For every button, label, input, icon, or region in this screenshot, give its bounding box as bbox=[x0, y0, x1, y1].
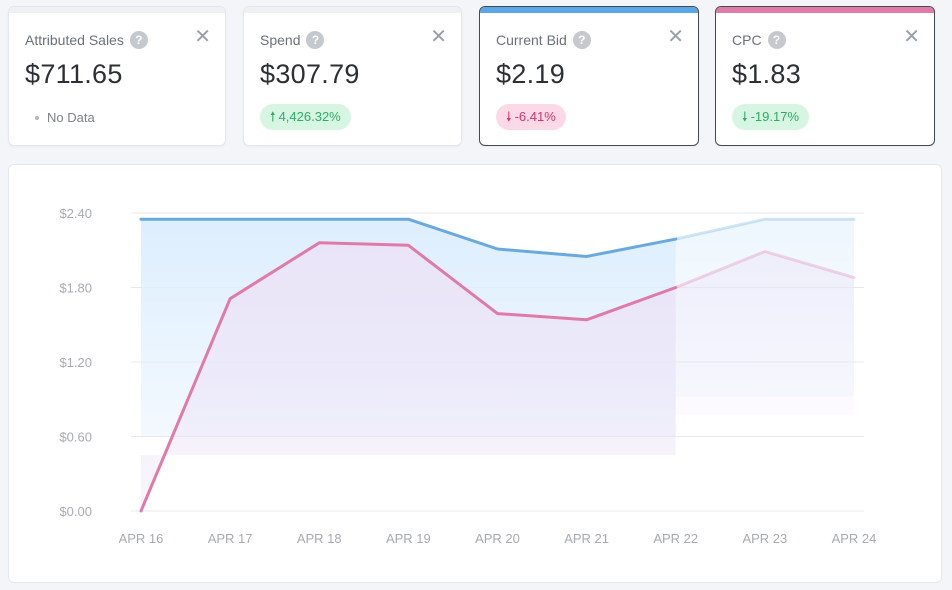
series-area bbox=[141, 242, 676, 512]
series-line[interactable] bbox=[139, 217, 678, 258]
question-circle-icon[interactable]: ? bbox=[767, 31, 786, 49]
x-tick-label: APR 24 bbox=[832, 531, 877, 546]
x-tick-label: APR 22 bbox=[653, 531, 698, 546]
kpi-label: Attributed Sales ? bbox=[25, 31, 148, 49]
question-circle-icon[interactable]: ? bbox=[129, 31, 148, 49]
change-badge: 🠕 4,426.32% bbox=[260, 104, 351, 130]
close-x-icon[interactable]: ✕ bbox=[194, 26, 211, 48]
series-line-projected bbox=[674, 217, 856, 241]
x-tick-label: APR 18 bbox=[297, 531, 342, 546]
card-accent-bar bbox=[244, 7, 461, 13]
card-accent-bar bbox=[9, 7, 225, 13]
x-tick-label: APR 23 bbox=[742, 531, 787, 546]
arrow-down-icon: 🠗 bbox=[742, 109, 748, 124]
change-badge: 🠗 -19.17% bbox=[732, 104, 809, 130]
question-circle-icon[interactable]: ? bbox=[572, 31, 591, 49]
kpi-label: Spend ? bbox=[260, 31, 325, 49]
kpi-card-cpc[interactable]: CPC ? ✕ $1.83 🠗 -19.17% bbox=[715, 6, 935, 146]
line-chart-panel: $0.00 $0.60 $1.20 $1.80 $2.40 APR 16 APR 17 APR… bbox=[8, 164, 942, 583]
close-x-icon[interactable]: ✕ bbox=[903, 26, 920, 48]
y-tick-label: $0.00 bbox=[59, 504, 92, 519]
series-area-projected bbox=[675, 251, 854, 416]
x-tick-label: APR 17 bbox=[208, 531, 253, 546]
series-line-projected bbox=[674, 249, 856, 289]
kpi-card-attributed-sales[interactable]: Attributed Sales ? ✕ $711.65 No Data bbox=[8, 6, 226, 146]
close-x-icon[interactable]: ✕ bbox=[667, 26, 684, 48]
question-circle-icon[interactable]: ? bbox=[306, 31, 325, 49]
y-tick-label: $2.40 bbox=[59, 206, 92, 221]
kpi-card-current-bid[interactable]: Current Bid ? ✕ $2.19 🠗 -6.41% bbox=[479, 6, 699, 146]
card-accent-bar bbox=[480, 7, 698, 13]
kpi-value: $307.79 bbox=[260, 59, 360, 89]
x-tick-label: APR 16 bbox=[119, 531, 164, 546]
card-accent-bar bbox=[716, 7, 934, 13]
y-tick-label: $1.80 bbox=[59, 281, 92, 296]
y-tick-label: $1.20 bbox=[59, 355, 92, 370]
arrow-up-icon: 🠕 bbox=[270, 109, 276, 124]
close-x-icon[interactable]: ✕ bbox=[430, 26, 447, 48]
kpi-card-spend[interactable]: Spend ? ✕ $307.79 🠕 4,426.32% bbox=[243, 6, 462, 146]
y-tick-label: $0.60 bbox=[59, 430, 92, 445]
x-tick-label: APR 21 bbox=[564, 531, 609, 546]
arrow-down-icon: 🠗 bbox=[506, 109, 512, 124]
kpi-label: CPC ? bbox=[732, 31, 786, 49]
x-tick-label: APR 19 bbox=[386, 531, 431, 546]
kpi-value: $1.83 bbox=[732, 59, 802, 89]
kpi-value: $2.19 bbox=[496, 59, 566, 89]
line-chart[interactable]: $0.00 $0.60 $1.20 $1.80 $2.40 APR 16 APR 17 APR… bbox=[9, 165, 941, 582]
dot-icon bbox=[35, 115, 39, 120]
x-tick-label: APR 20 bbox=[475, 531, 520, 546]
kpi-value: $711.65 bbox=[25, 59, 123, 89]
change-badge: 🠗 -6.41% bbox=[496, 104, 566, 130]
kpi-label: Current Bid ? bbox=[496, 31, 591, 49]
series-line[interactable] bbox=[139, 241, 678, 513]
no-data-status: No Data bbox=[35, 110, 95, 125]
